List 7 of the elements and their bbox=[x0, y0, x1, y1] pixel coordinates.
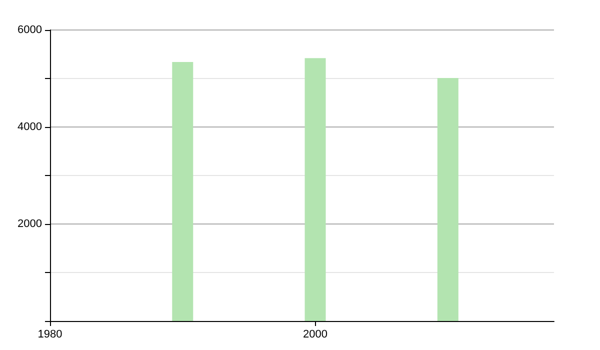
y-tick-label: 2000 bbox=[18, 218, 42, 230]
y-tick-label: 4000 bbox=[18, 121, 42, 133]
bar bbox=[437, 78, 458, 321]
bar bbox=[172, 62, 194, 321]
bar bbox=[304, 58, 326, 321]
x-tick-label: 1980 bbox=[38, 328, 62, 340]
y-tick-label: 6000 bbox=[18, 24, 42, 36]
